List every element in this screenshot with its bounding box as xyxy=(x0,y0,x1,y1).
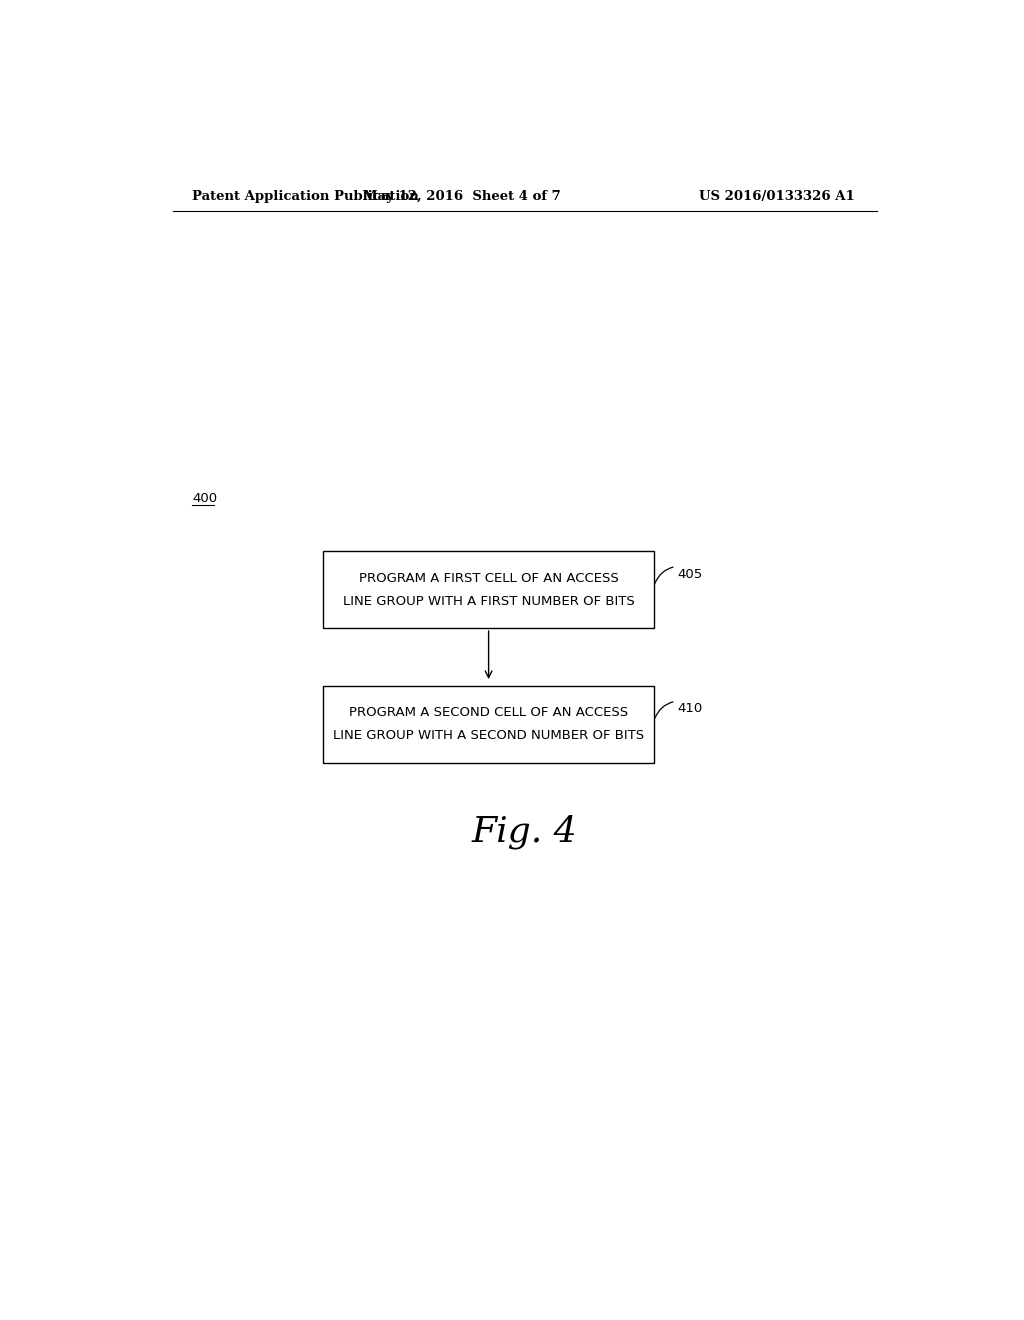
Text: Fig. 4: Fig. 4 xyxy=(472,814,578,849)
Text: US 2016/0133326 A1: US 2016/0133326 A1 xyxy=(698,190,854,203)
Text: 410: 410 xyxy=(677,702,702,715)
Text: 400: 400 xyxy=(193,492,217,506)
Bar xyxy=(323,686,654,763)
Text: LINE GROUP WITH A FIRST NUMBER OF BITS: LINE GROUP WITH A FIRST NUMBER OF BITS xyxy=(343,594,635,607)
Text: PROGRAM A SECOND CELL OF AN ACCESS: PROGRAM A SECOND CELL OF AN ACCESS xyxy=(349,706,628,719)
Text: Patent Application Publication: Patent Application Publication xyxy=(193,190,419,203)
Text: 405: 405 xyxy=(677,568,702,581)
Text: LINE GROUP WITH A SECOND NUMBER OF BITS: LINE GROUP WITH A SECOND NUMBER OF BITS xyxy=(333,730,644,742)
Text: PROGRAM A FIRST CELL OF AN ACCESS: PROGRAM A FIRST CELL OF AN ACCESS xyxy=(358,572,618,585)
Text: May 12, 2016  Sheet 4 of 7: May 12, 2016 Sheet 4 of 7 xyxy=(362,190,560,203)
Bar xyxy=(323,552,654,628)
